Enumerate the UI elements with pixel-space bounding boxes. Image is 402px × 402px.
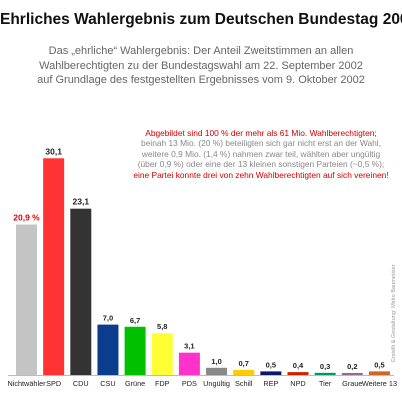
value-label-spd: 30,1 <box>45 146 62 156</box>
value-label-fdp: 5,8 <box>157 322 167 331</box>
value-label-weitere-13: 0,5 <box>374 360 384 369</box>
bar-graue <box>341 373 363 375</box>
category-label-fdp: FDP <box>155 379 170 388</box>
subtitle-line-3: auf Grundlage des festgestellten Ergebni… <box>37 74 365 86</box>
bar-npd <box>287 372 309 375</box>
value-label-ungueltig: 1,0 <box>211 357 221 366</box>
bar-pds <box>178 352 200 375</box>
category-label-rep: REP <box>263 379 278 388</box>
category-label-npd: NPD <box>290 379 305 388</box>
bar-spd <box>43 158 65 375</box>
value-label-pds: 3,1 <box>184 342 194 351</box>
bar-cdu <box>70 208 92 375</box>
category-label-nichtwaehler: Nichtwähler <box>7 379 46 388</box>
category-label-weitere-13: Weitere 13 <box>362 379 397 388</box>
note-line-2: beinah 13 Mio. (20 %) beteiligten sich g… <box>141 138 381 149</box>
note-line-4: (über 0,9 %) oder eine der 13 kleinen so… <box>137 159 385 170</box>
value-label-csu: 7,0 <box>103 314 113 323</box>
category-label-pds: PDS <box>182 379 197 388</box>
value-label-graue: 0,2 <box>347 362 357 371</box>
subtitle-line-2: Wahlberechtigten zu der Bundestagswahl a… <box>39 59 363 72</box>
bar-schill <box>233 369 255 375</box>
category-label-ungueltig: Ungültig <box>203 379 230 388</box>
value-label-rep: 0,5 <box>266 360 276 369</box>
note-line-3: weitere 0,9 Mio. (1,4 %) nahmen zwar tei… <box>141 148 381 159</box>
category-label-csu: CSU <box>100 379 115 388</box>
bar-csu <box>97 324 119 375</box>
bar-fdp <box>151 333 173 375</box>
bar-nichtwaehler <box>16 224 37 375</box>
category-label-graue: Graue <box>342 379 362 388</box>
bar-gruene <box>124 326 146 375</box>
bar-tier <box>314 372 336 375</box>
value-label-npd: 0,4 <box>293 361 304 370</box>
value-label-cdu: 23,1 <box>73 197 90 207</box>
bar-ungueltig <box>206 367 228 375</box>
value-label-tier: 0,3 <box>320 362 330 371</box>
value-label-gruene: 6,7 <box>130 316 140 325</box>
category-label-spd: SPD <box>46 379 61 388</box>
value-label-nichtwaehler: 20,9 % <box>13 213 40 223</box>
note-line-5: eine Partei konnte drei von zehn Wahlber… <box>133 169 389 180</box>
category-label-gruene: Grüne <box>125 379 145 388</box>
chart-title: Ehrliches Wahlergebnis zum Deutschen Bun… <box>0 11 402 28</box>
annotation-note: Abgebildet sind 100 % der mehr als 61 Mi… <box>130 128 392 180</box>
subtitle-line-1: Das „ehrliche“ Wahlergebnis: Der Anteil … <box>48 45 354 57</box>
chart-subtitle: Das „ehrliche“ Wahlergebnis: Der Anteil … <box>0 44 402 88</box>
value-label-schill: 0,7 <box>238 359 248 368</box>
category-label-cdu: CDU <box>73 379 89 388</box>
bar-weitere-13 <box>368 371 390 375</box>
note-line-1: Abgebildet sind 100 % der mehr als 61 Mi… <box>145 128 377 138</box>
category-label-schill: Schill <box>235 379 253 388</box>
bar-rep <box>260 371 282 375</box>
category-label-tier: Tier <box>319 379 332 388</box>
